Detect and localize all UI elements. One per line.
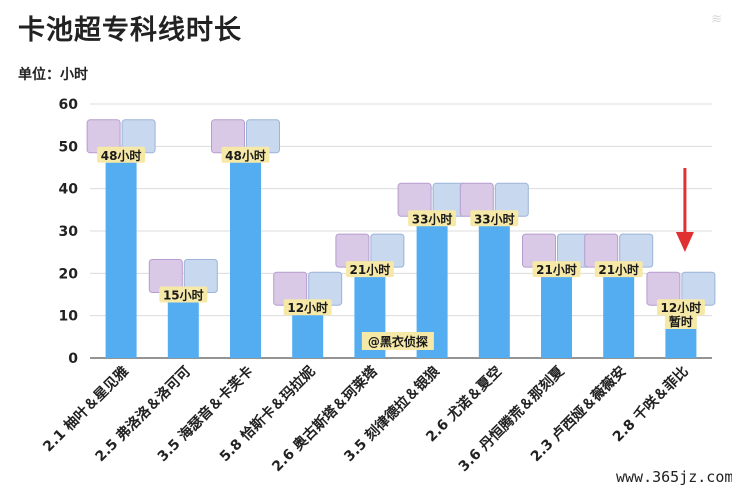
page-title: 卡池超专科线时长 bbox=[18, 15, 242, 46]
data-label-bg bbox=[97, 146, 146, 163]
data-label: 33小时 bbox=[412, 211, 453, 226]
site-watermark: www.365jz.com bbox=[616, 468, 732, 486]
bar bbox=[105, 154, 137, 358]
corner-watermark: ≋ bbox=[711, 12, 722, 27]
note-bg bbox=[664, 313, 697, 329]
y-tick-label: 60 bbox=[59, 97, 79, 113]
data-label: 21小时 bbox=[350, 262, 391, 277]
data-label-bg bbox=[159, 286, 208, 303]
y-tick-label: 0 bbox=[68, 351, 78, 367]
data-label: 15小时 bbox=[163, 288, 204, 303]
bar bbox=[230, 154, 261, 358]
y-tick-label: 20 bbox=[59, 266, 79, 282]
y-tick-label: 50 bbox=[59, 139, 79, 155]
data-label: 48小时 bbox=[101, 148, 142, 163]
data-label-bg bbox=[408, 210, 457, 227]
data-label-bg bbox=[594, 261, 643, 278]
data-label-bg bbox=[470, 210, 519, 227]
data-label-bg bbox=[345, 261, 394, 278]
bar bbox=[541, 269, 572, 358]
x-tick-label: 3.6 丹恒腾荒＆那刻夏 bbox=[455, 362, 568, 475]
data-label: 21小时 bbox=[598, 262, 639, 277]
data-label-bg bbox=[283, 299, 332, 316]
highlight-arrow-head bbox=[675, 232, 694, 252]
note-text: 暂时 bbox=[669, 314, 693, 329]
bar bbox=[603, 269, 635, 358]
data-label-bg bbox=[221, 146, 270, 163]
y-tick-label: 40 bbox=[59, 182, 79, 198]
data-label: 33小时 bbox=[474, 211, 515, 226]
data-label: 21小时 bbox=[536, 262, 577, 277]
credit-text: @黑衣侦探 bbox=[368, 334, 428, 349]
x-tick-label: 2.6 奥古斯塔＆珂莱塔 bbox=[269, 362, 382, 475]
data-label-bg bbox=[532, 261, 581, 278]
data-label-bg bbox=[656, 299, 705, 316]
bar bbox=[292, 307, 324, 358]
bar bbox=[167, 294, 199, 358]
y-tick-label: 30 bbox=[59, 224, 79, 240]
data-label: 12小时 bbox=[661, 300, 702, 315]
bar bbox=[478, 218, 510, 358]
credit-bg bbox=[361, 332, 434, 350]
data-label: 12小时 bbox=[287, 300, 328, 315]
data-label: 48小时 bbox=[225, 148, 266, 163]
y-tick-label: 10 bbox=[59, 309, 79, 325]
unit-label: 单位：小时 bbox=[18, 67, 88, 83]
